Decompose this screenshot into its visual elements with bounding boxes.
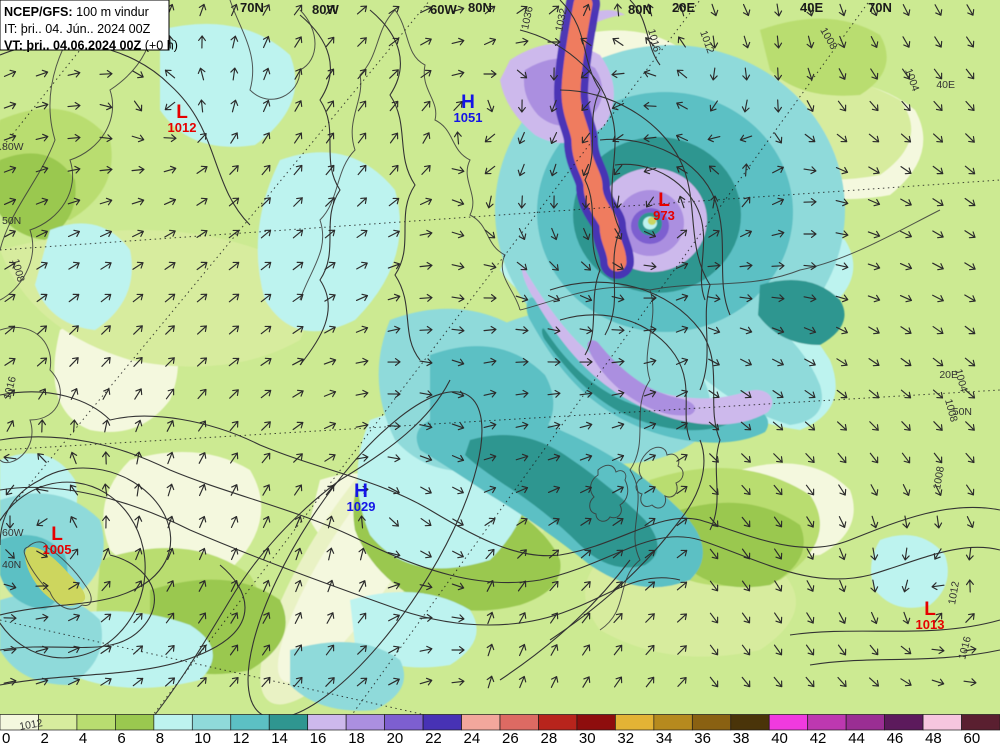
- svg-text:1005: 1005: [43, 542, 72, 557]
- svg-text:70N: 70N: [868, 0, 892, 15]
- svg-text:10: 10: [194, 730, 211, 745]
- svg-text:28: 28: [541, 730, 558, 745]
- svg-text:60W: 60W: [2, 527, 24, 539]
- svg-text:22: 22: [425, 730, 442, 745]
- svg-text:60W: 60W: [430, 2, 457, 17]
- svg-text:38: 38: [733, 730, 750, 745]
- svg-text:14: 14: [271, 730, 288, 745]
- svg-text:60: 60: [964, 730, 981, 745]
- svg-text:34: 34: [656, 730, 673, 745]
- svg-text:80W: 80W: [312, 2, 339, 17]
- svg-text:1012: 1012: [168, 120, 197, 135]
- svg-text:973: 973: [653, 208, 675, 223]
- svg-text:30: 30: [579, 730, 596, 745]
- svg-text:20E: 20E: [672, 0, 695, 15]
- svg-text:24: 24: [464, 730, 481, 745]
- svg-text:80N: 80N: [468, 0, 492, 15]
- svg-text:4: 4: [79, 730, 87, 745]
- svg-text:1029: 1029: [347, 499, 376, 514]
- svg-text:48: 48: [925, 730, 942, 745]
- svg-text:50N: 50N: [953, 406, 972, 418]
- svg-text:50N: 50N: [2, 215, 21, 227]
- svg-text:2: 2: [41, 730, 49, 745]
- svg-text:6: 6: [117, 730, 125, 745]
- svg-text:40E: 40E: [800, 0, 823, 15]
- svg-text:44: 44: [848, 730, 865, 745]
- svg-text:16: 16: [310, 730, 327, 745]
- svg-text:40N: 40N: [2, 559, 21, 571]
- svg-text:40: 40: [771, 730, 788, 745]
- svg-text:32: 32: [617, 730, 634, 745]
- svg-text:26: 26: [502, 730, 519, 745]
- svg-text:1013: 1013: [916, 617, 945, 632]
- svg-text:80N: 80N: [628, 2, 652, 17]
- svg-text:20: 20: [387, 730, 404, 745]
- svg-text:42: 42: [810, 730, 827, 745]
- svg-text:8: 8: [156, 730, 164, 745]
- svg-text:46: 46: [887, 730, 904, 745]
- svg-text:18: 18: [348, 730, 365, 745]
- svg-text:IT: þri.. 04. Jún.. 2024 00Z: IT: þri.. 04. Jún.. 2024 00Z: [4, 22, 151, 36]
- svg-text:70N: 70N: [240, 0, 264, 15]
- svg-text:40E: 40E: [936, 79, 955, 91]
- svg-text:1051: 1051: [454, 110, 483, 125]
- svg-text:VT: þri.. 04.06.2024 00Z (+0 h: VT: þri.. 04.06.2024 00Z (+0 h): [4, 39, 178, 53]
- svg-text:36: 36: [694, 730, 711, 745]
- svg-text:20E: 20E: [939, 369, 958, 381]
- svg-text:12: 12: [233, 730, 250, 745]
- svg-text:80W: 80W: [2, 141, 24, 153]
- svg-text:NCEP/GFS: 100 m vindur: NCEP/GFS: 100 m vindur: [4, 5, 149, 19]
- svg-text:0: 0: [2, 730, 10, 745]
